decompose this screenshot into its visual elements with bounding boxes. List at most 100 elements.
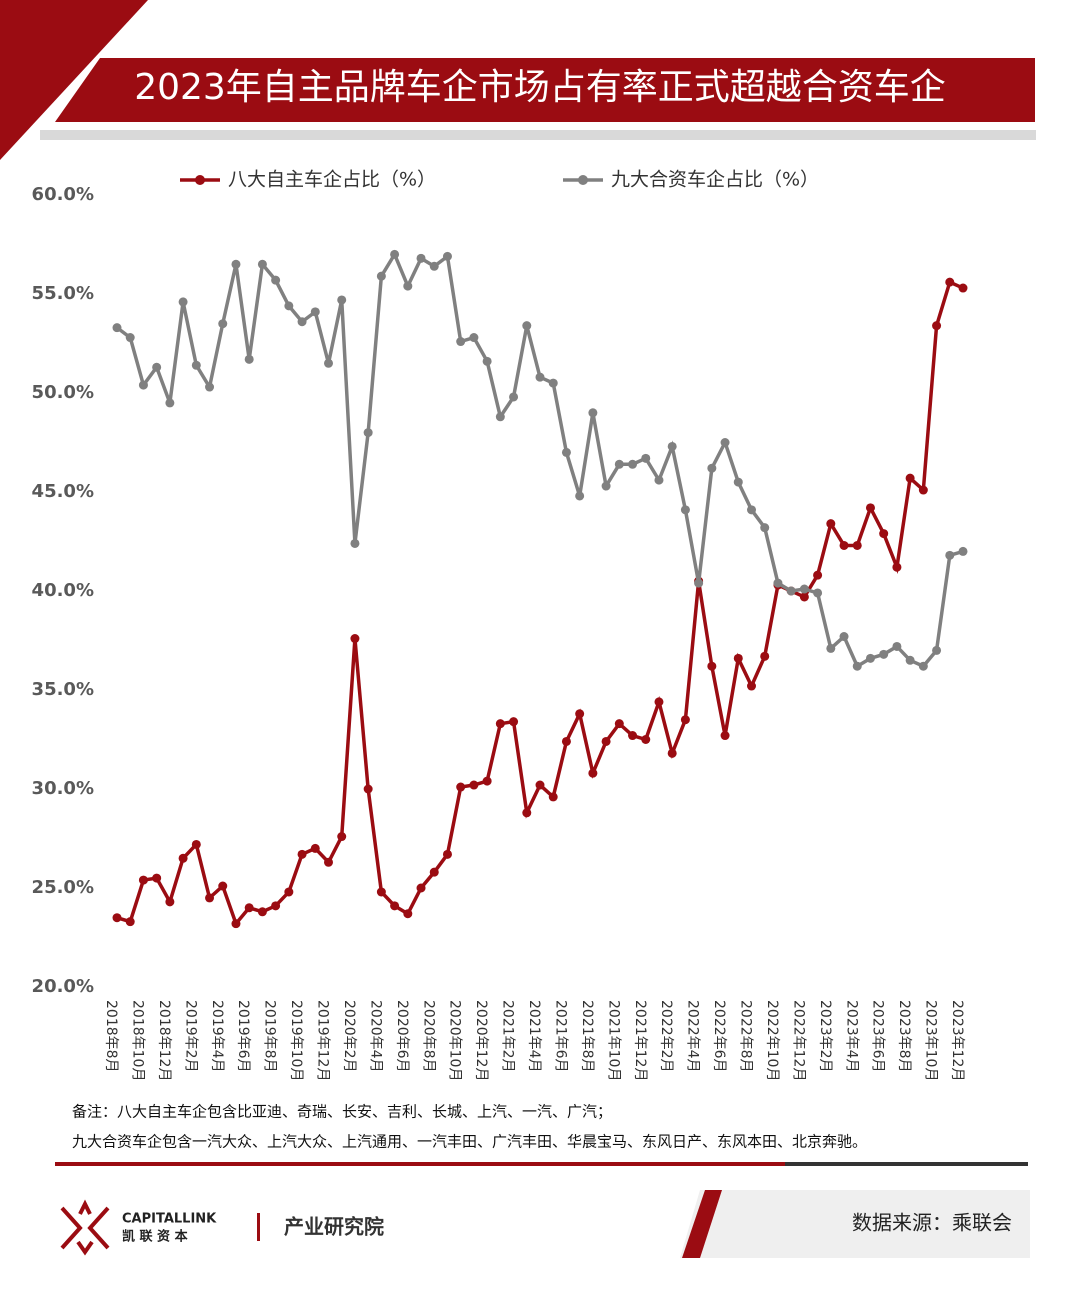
data-point (165, 398, 175, 408)
data-point (138, 380, 148, 390)
data-point (813, 588, 823, 598)
x-tick-label: 2022年8月 (738, 1000, 754, 1073)
data-point (152, 873, 162, 883)
data-point (601, 481, 611, 491)
data-point (324, 358, 333, 368)
data-point (575, 491, 585, 501)
source-stripe (682, 1190, 722, 1258)
data-point (482, 776, 492, 786)
data-point (416, 883, 426, 893)
data-point (403, 909, 413, 919)
data-point (548, 378, 558, 388)
y-tick-label: 40.0% (32, 580, 94, 601)
x-tick-label: 2020年12月 (473, 1000, 489, 1081)
x-tick-label: 2018年12月 (156, 1000, 172, 1081)
data-point (191, 839, 201, 849)
divider (785, 1162, 1028, 1166)
divider (55, 1162, 785, 1166)
data-point (733, 477, 743, 487)
data-point (337, 832, 347, 842)
x-tick-label: 2023年8月 (896, 1000, 912, 1073)
y-tick-label: 30.0% (32, 778, 94, 799)
data-point (178, 297, 188, 307)
data-point (839, 632, 849, 642)
x-tick-label: 2021年10月 (605, 1000, 621, 1081)
data-point (561, 447, 571, 457)
data-point (773, 578, 783, 588)
x-tick-label: 2019年6月 (235, 1000, 251, 1073)
data-point (588, 408, 598, 418)
data-point (707, 463, 717, 473)
data-point (297, 849, 307, 859)
x-tick-label: 2021年8月 (579, 1000, 595, 1073)
x-tick-label: 2020年2月 (341, 1000, 357, 1073)
data-point (826, 519, 836, 529)
data-point (310, 307, 320, 317)
data-point (865, 653, 875, 663)
data-point (945, 550, 955, 560)
data-point (905, 655, 915, 665)
y-tick-label: 45.0% (32, 481, 94, 502)
data-point (667, 748, 677, 758)
data-point (376, 887, 386, 897)
data-point (376, 271, 386, 281)
data-point (628, 731, 638, 741)
note: 九大合资车企包含一汽大众、上汽大众、上汽通用、一汽丰田、广汽丰田、华晨宝马、东风… (72, 1133, 867, 1151)
data-point (958, 546, 968, 556)
x-tick-label: 2019年10月 (288, 1000, 304, 1081)
x-tick-label: 2023年12月 (949, 1000, 965, 1081)
data-point (138, 875, 148, 885)
x-tick-label: 2021年12月 (632, 1000, 648, 1081)
data-point (747, 505, 756, 515)
data-point (310, 843, 320, 853)
data-point (205, 893, 215, 903)
y-tick-label: 50.0% (32, 382, 94, 403)
data-point (733, 653, 743, 663)
institute: 产业研究院 (284, 1215, 384, 1239)
data-point (641, 453, 651, 463)
data-point (667, 441, 677, 451)
data-point (456, 337, 466, 347)
data-point (641, 735, 651, 744)
data-point (839, 540, 849, 550)
x-tick-label: 2019年4月 (209, 1000, 225, 1073)
data-point (112, 323, 122, 333)
logo (60, 1199, 110, 1256)
data-point (720, 438, 730, 447)
data-point (826, 643, 836, 653)
data-point (495, 719, 505, 729)
x-tick-label: 2023年4月 (843, 1000, 859, 1073)
data-point (680, 715, 690, 725)
x-tick-label: 2023年2月 (817, 1000, 833, 1073)
data-point (297, 317, 307, 327)
data-point (694, 578, 704, 588)
data-point (231, 919, 241, 929)
data-point (654, 697, 664, 707)
data-point (442, 251, 452, 261)
data-point (905, 473, 915, 483)
note: 备注：八大自主车企包含比亚迪、奇瑞、长安、吉利、长城、上汽、一汽、广汽； (72, 1103, 612, 1121)
x-tick-label: 2018年10月 (129, 1000, 145, 1081)
data-point (125, 333, 135, 343)
data-point (416, 253, 426, 263)
data-point (707, 661, 717, 671)
source-box (680, 1190, 1030, 1258)
x-tick-label: 2022年10月 (764, 1000, 780, 1081)
data-point (680, 505, 690, 515)
logo-mark (60, 1199, 110, 1256)
data-point (244, 903, 254, 913)
data-point (363, 784, 373, 794)
data-point (442, 849, 452, 859)
data-point (429, 261, 439, 271)
data-point (918, 661, 928, 671)
corner (0, 0, 148, 160)
data-point (165, 897, 175, 907)
x-tick-label: 2020年4月 (367, 1000, 383, 1073)
title-underbar (40, 130, 1036, 140)
brand-cn: 凯 联 资 本 (122, 1229, 188, 1245)
data-point (284, 301, 294, 311)
x-tick-label: 2023年6月 (870, 1000, 886, 1073)
data-point (456, 782, 466, 792)
x-tick-label: 2019年12月 (315, 1000, 331, 1081)
data-point (932, 645, 942, 655)
